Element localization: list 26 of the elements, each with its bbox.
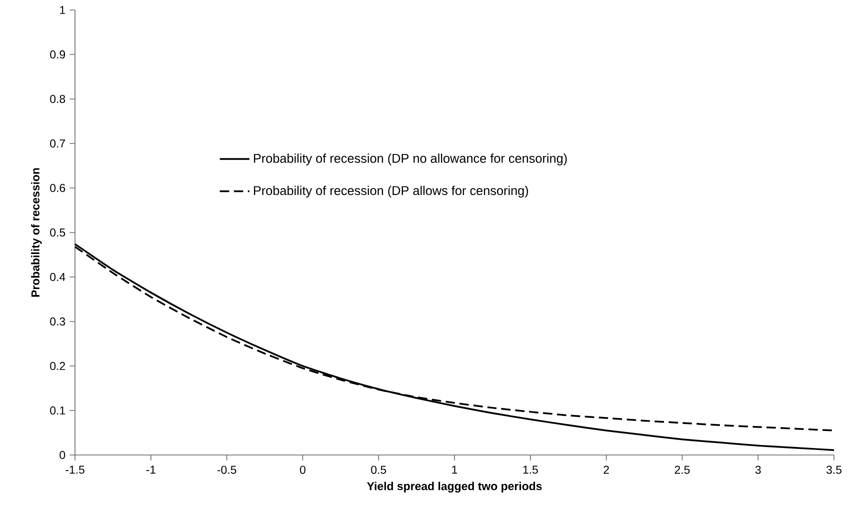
x-tick-label: 2.5 (674, 466, 690, 474)
x-tick-label: 0.5 (371, 466, 386, 474)
legend-label: Probability of recession (DP no allowance for censoring) (254, 154, 567, 166)
legend-label: Probability of recession (DP allows for censoring) (254, 186, 528, 198)
y-tick-label: 0.4 (50, 272, 66, 282)
x-tick-label: 3.5 (826, 466, 842, 474)
y-tick-label: 0 (60, 450, 66, 460)
y-tick-label: 0.6 (50, 184, 66, 192)
x-tick-label: -1 (146, 466, 156, 474)
x-tick-label: 1 (452, 466, 458, 474)
x-tick-label: -1.5 (66, 466, 84, 474)
x-tick-label: 2 (604, 466, 609, 474)
y-tick-label: 0.3 (50, 317, 66, 326)
y-tick-label: 0.8 (50, 94, 66, 104)
x-tick-label: -0.5 (217, 466, 236, 474)
y-tick-label: 0.7 (50, 139, 66, 148)
x-tick-label: 0 (300, 466, 306, 474)
y-tick-label: 0.2 (50, 362, 66, 370)
x-tick-label: 3 (755, 466, 761, 474)
y-tick-label: 0.5 (50, 228, 66, 237)
x-tick-label: 1.5 (523, 466, 538, 474)
y-tick-label: 0.9 (50, 50, 66, 59)
y-axis-title: Probability of recession (31, 168, 42, 297)
y-tick-label: 0.1 (50, 406, 66, 415)
x-axis-title: Yield spread lagged two periods (366, 482, 542, 493)
y-tick-label: 1 (60, 6, 66, 14)
